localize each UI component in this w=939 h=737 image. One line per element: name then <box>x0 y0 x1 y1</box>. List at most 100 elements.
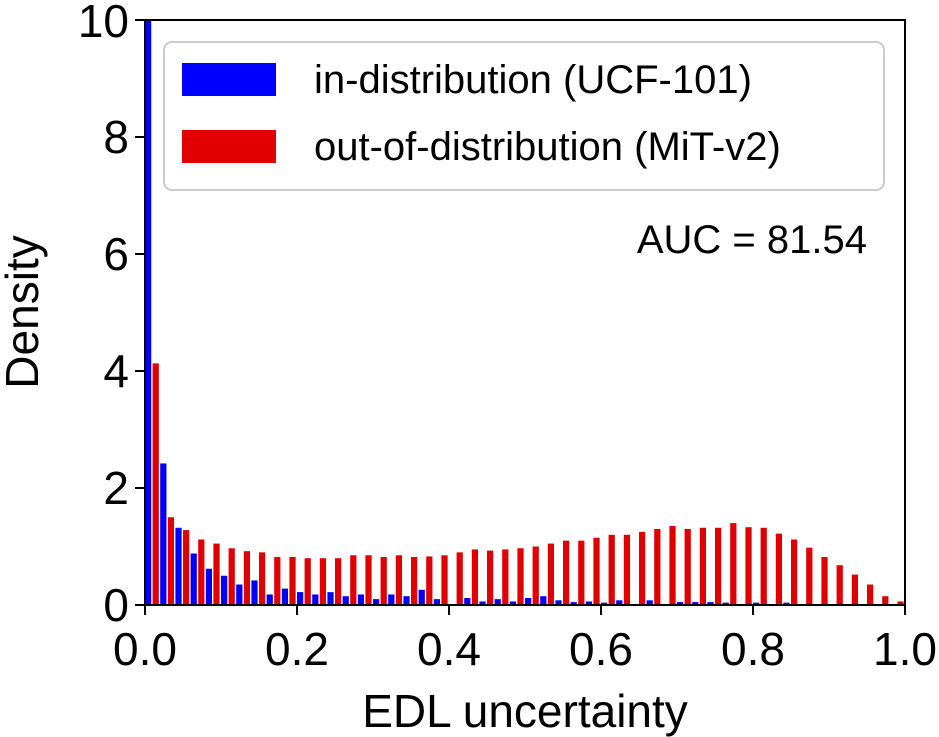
bar-in-distribution <box>388 594 395 605</box>
bar-out-of-distribution <box>517 548 524 605</box>
bar-in-distribution <box>160 463 167 605</box>
y-axis-label: Density <box>0 235 48 388</box>
bar-in-distribution <box>357 594 365 605</box>
bar-in-distribution <box>221 575 228 605</box>
bar-out-of-distribution <box>821 557 828 605</box>
x-tick-label: 0.2 <box>265 623 329 675</box>
bar-out-of-distribution <box>380 557 387 605</box>
bar-out-of-distribution <box>578 540 585 605</box>
y-tick-label: 10 <box>78 0 129 47</box>
bar-out-of-distribution <box>411 557 418 605</box>
bar-out-of-distribution <box>684 528 691 605</box>
bar-in-distribution <box>342 596 349 605</box>
bar-in-distribution <box>266 594 273 605</box>
bar-in-distribution <box>236 584 243 605</box>
bar-in-distribution <box>753 602 760 605</box>
bar-out-of-distribution <box>760 527 767 605</box>
legend-label-in-distribution: in-distribution (UCF-101) <box>314 58 752 102</box>
bar-out-of-distribution <box>487 550 494 605</box>
bar-in-distribution <box>722 602 729 605</box>
bar-out-of-distribution <box>715 527 722 605</box>
bar-in-distribution <box>525 597 532 605</box>
x-tick-label: 0.0 <box>113 623 177 675</box>
bar-out-of-distribution <box>608 534 615 605</box>
bar-in-distribution <box>433 599 441 605</box>
bar-in-distribution <box>175 527 182 605</box>
bar-out-of-distribution <box>730 523 737 605</box>
bar-in-distribution <box>251 580 258 605</box>
bar-out-of-distribution <box>274 557 281 605</box>
bar-out-of-distribution <box>213 543 220 605</box>
bar-out-of-distribution <box>456 552 463 605</box>
bar-out-of-distribution <box>167 517 175 605</box>
bar-in-distribution <box>479 601 486 605</box>
bar-out-of-distribution <box>745 527 752 605</box>
bar-out-of-distribution <box>623 534 631 605</box>
bar-in-distribution <box>327 592 334 605</box>
bar-out-of-distribution <box>699 527 707 605</box>
y-axis: 0 2 4 6 8 10 <box>78 0 145 631</box>
bar-out-of-distribution <box>563 540 570 605</box>
bar-out-of-distribution <box>897 601 904 605</box>
bar-out-of-distribution <box>335 558 342 605</box>
bar-out-of-distribution <box>502 549 509 605</box>
bar-in-distribution <box>205 568 213 605</box>
bar-in-distribution <box>464 597 471 605</box>
bar-out-of-distribution <box>350 555 357 605</box>
legend-label-out-of-distribution: out-of-distribution (MiT-v2) <box>314 125 781 169</box>
bar-out-of-distribution <box>395 555 403 605</box>
bar-out-of-distribution <box>669 526 676 605</box>
x-axis: 0.0 0.2 0.4 0.6 0.8 1.0 <box>113 605 937 675</box>
bar-in-distribution <box>145 20 152 605</box>
y-tick-label: 2 <box>103 462 129 514</box>
bar-out-of-distribution <box>791 539 798 605</box>
bar-in-distribution <box>601 602 608 605</box>
bar-in-distribution <box>418 589 425 605</box>
bar-out-of-distribution <box>426 556 433 605</box>
bar-in-distribution <box>540 596 547 605</box>
bar-out-of-distribution <box>441 555 448 605</box>
bar-in-distribution <box>707 602 714 605</box>
bar-in-distribution <box>677 602 684 605</box>
x-tick-label: 0.8 <box>721 623 785 675</box>
bar-out-of-distribution <box>365 555 372 605</box>
bar-in-distribution <box>555 600 562 605</box>
bar-out-of-distribution <box>547 543 555 605</box>
bar-out-of-distribution <box>836 565 843 605</box>
bar-in-distribution <box>281 588 289 605</box>
y-tick-label: 4 <box>103 345 129 397</box>
bar-in-distribution <box>312 594 319 605</box>
bar-out-of-distribution <box>152 363 159 605</box>
bar-in-distribution <box>494 599 501 605</box>
bars-layer <box>145 20 904 606</box>
y-tick-label: 6 <box>103 228 129 280</box>
bar-in-distribution <box>509 601 517 605</box>
bar-in-distribution <box>403 596 410 605</box>
x-tick-label: 0.4 <box>417 623 481 675</box>
bar-out-of-distribution <box>593 537 600 605</box>
bar-out-of-distribution <box>289 557 296 605</box>
bar-out-of-distribution <box>851 574 859 605</box>
bar-in-distribution <box>783 602 790 605</box>
bar-in-distribution <box>646 600 653 605</box>
y-tick-label: 8 <box>103 111 129 163</box>
legend-box <box>163 41 885 191</box>
legend: in-distribution (UCF-101) out-of-distrib… <box>163 41 885 191</box>
bar-in-distribution <box>692 602 699 605</box>
bar-out-of-distribution <box>243 551 251 605</box>
bar-out-of-distribution <box>639 531 646 606</box>
bar-in-distribution <box>190 553 197 605</box>
bar-out-of-distribution <box>882 596 889 605</box>
x-tick-label: 0.6 <box>569 623 633 675</box>
bar-out-of-distribution <box>198 539 205 605</box>
x-axis-label: EDL uncertainty <box>362 685 688 737</box>
bar-in-distribution <box>373 599 380 605</box>
bar-out-of-distribution <box>532 546 539 605</box>
legend-swatch-in-distribution <box>182 63 276 96</box>
bar-in-distribution <box>585 601 593 605</box>
bar-out-of-distribution <box>304 558 311 605</box>
bar-in-distribution <box>616 600 623 605</box>
plot-frame <box>144 19 906 606</box>
bar-out-of-distribution <box>259 552 266 605</box>
